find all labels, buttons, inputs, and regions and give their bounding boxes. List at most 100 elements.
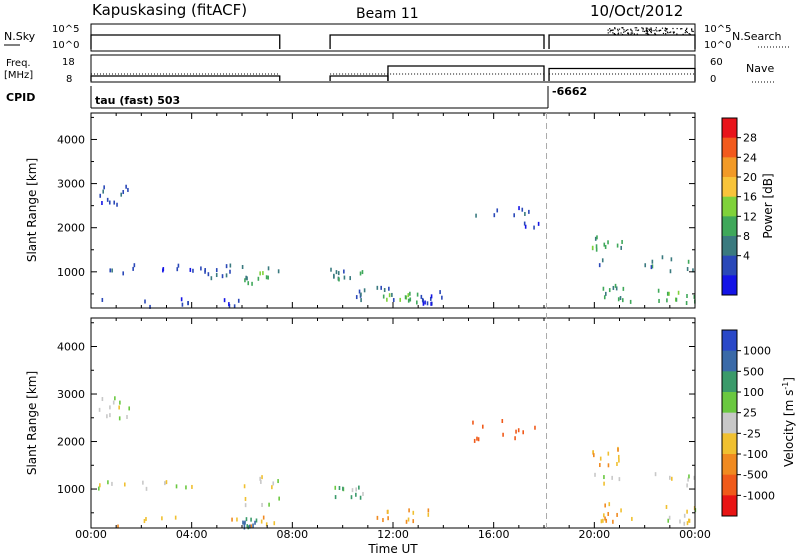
colorbar-swatch — [722, 371, 737, 393]
velocity-echoes — [98, 396, 697, 530]
search-noise-dot — [655, 29, 657, 31]
search-noise-dot — [617, 33, 619, 35]
search-noise-dot — [666, 28, 668, 30]
search-noise-dot — [691, 30, 693, 32]
echo-cell — [408, 508, 410, 513]
echo-cell — [247, 281, 250, 286]
search-noise-dot — [682, 33, 684, 35]
echo-cell — [409, 291, 411, 296]
power-plot-frame — [90, 112, 696, 309]
echo-cell — [687, 259, 690, 264]
search-noise-dot — [691, 29, 693, 31]
echo-cell — [191, 484, 193, 489]
echo-cell — [360, 298, 362, 303]
echo-cell — [241, 265, 244, 270]
echo-cell — [533, 225, 535, 230]
echo-cell — [244, 496, 247, 501]
echo-cell — [261, 475, 263, 480]
echo-cell — [416, 292, 419, 297]
echo-cell — [245, 517, 248, 522]
y-tick-label: 4000 — [57, 133, 85, 146]
cpid-label: CPID — [6, 91, 35, 104]
echo-cell — [616, 462, 618, 467]
echo-cell — [174, 515, 177, 520]
search-noise-dot — [623, 31, 625, 33]
time-tick-labels: 00:00 04:00 08:00 12:00 16:00 20:00 00:00 — [75, 528, 711, 541]
echo-cell — [650, 265, 653, 270]
colorbar-tick-label: -1000 — [743, 489, 775, 502]
search-noise-dot — [673, 32, 675, 34]
freq-left-tick-top: 18 — [62, 57, 75, 68]
echo-cell — [515, 429, 517, 434]
echo-cell — [245, 275, 247, 280]
echo-cell — [200, 266, 202, 271]
echo-cell — [666, 298, 668, 303]
colorbar-tick-label: 4 — [743, 250, 750, 263]
echo-cell — [343, 269, 345, 274]
velocity-colorbar-frame — [721, 329, 738, 517]
echo-cell — [602, 518, 604, 523]
search-noise-dot — [646, 32, 648, 34]
colorbar-swatch — [722, 495, 737, 517]
search-noise-dot — [618, 28, 621, 30]
time-tick-label: 04:00 — [176, 528, 208, 541]
search-noise-dot — [691, 28, 693, 30]
echo-cell — [101, 201, 103, 206]
echo-cell — [127, 187, 129, 192]
echo-cell — [99, 483, 101, 488]
echo-cell — [596, 235, 598, 240]
echo-cell — [600, 519, 603, 524]
search-noise-dot — [658, 30, 660, 32]
echo-cell — [255, 518, 258, 523]
echo-cell — [422, 301, 425, 306]
search-noise-dot — [627, 32, 629, 35]
search-noise-dot — [637, 29, 639, 32]
sky-panel-frame — [90, 23, 696, 52]
echo-cell — [185, 485, 187, 490]
echo-cell — [382, 294, 385, 299]
sky-noise-traces — [90, 27, 696, 49]
echo-cell — [407, 517, 410, 522]
station-title: Kapuskasing (fitACF) — [92, 1, 247, 19]
echo-cell — [523, 221, 526, 226]
search-noise-dot — [686, 27, 688, 29]
sky-noise-line — [90, 34, 281, 49]
echo-cell — [693, 475, 696, 480]
echo-cell — [101, 297, 104, 302]
search-noise-dot — [666, 31, 669, 33]
colorbar-tick-label: -25 — [743, 427, 761, 440]
echo-cell — [669, 269, 672, 274]
search-noise-dot — [669, 31, 671, 34]
search-noise-dot — [622, 27, 624, 29]
echo-cell — [223, 298, 226, 303]
echo-cell — [244, 278, 246, 283]
beam-label: Beam 11 — [356, 6, 419, 22]
echo-cell — [246, 276, 248, 281]
sky-right-tick-top: 10^5 — [704, 24, 731, 35]
search-noise-dot — [642, 28, 644, 30]
echo-cell — [112, 400, 115, 405]
echo-cell — [338, 277, 340, 282]
velocity-yticks: 1000 2000 3000 4000 — [57, 322, 695, 514]
velocity-colorbar-label-sup: -1 — [781, 382, 790, 390]
search-noise-dot — [607, 32, 609, 34]
search-noise-dot — [625, 29, 628, 31]
freq-right-tick-top: 60 — [710, 57, 723, 68]
echo-cell — [204, 268, 206, 273]
search-noise-dot — [665, 33, 667, 35]
echo-cell — [387, 509, 389, 514]
echo-cell — [616, 512, 618, 517]
echo-cell — [513, 213, 515, 218]
sky-noise-line — [329, 34, 545, 49]
echo-cell — [669, 475, 671, 480]
echo-cell — [404, 295, 407, 300]
colorbar-tick-label: 25 — [743, 407, 757, 420]
echo-cell — [382, 518, 384, 523]
echo-cell — [599, 456, 602, 461]
echo-cell — [342, 486, 344, 491]
echo-cell — [231, 517, 233, 522]
power-xticks — [90, 113, 696, 308]
colorbar-swatch — [722, 196, 737, 217]
echo-cell — [493, 213, 496, 218]
time-tick-label: 16:00 — [478, 528, 510, 541]
